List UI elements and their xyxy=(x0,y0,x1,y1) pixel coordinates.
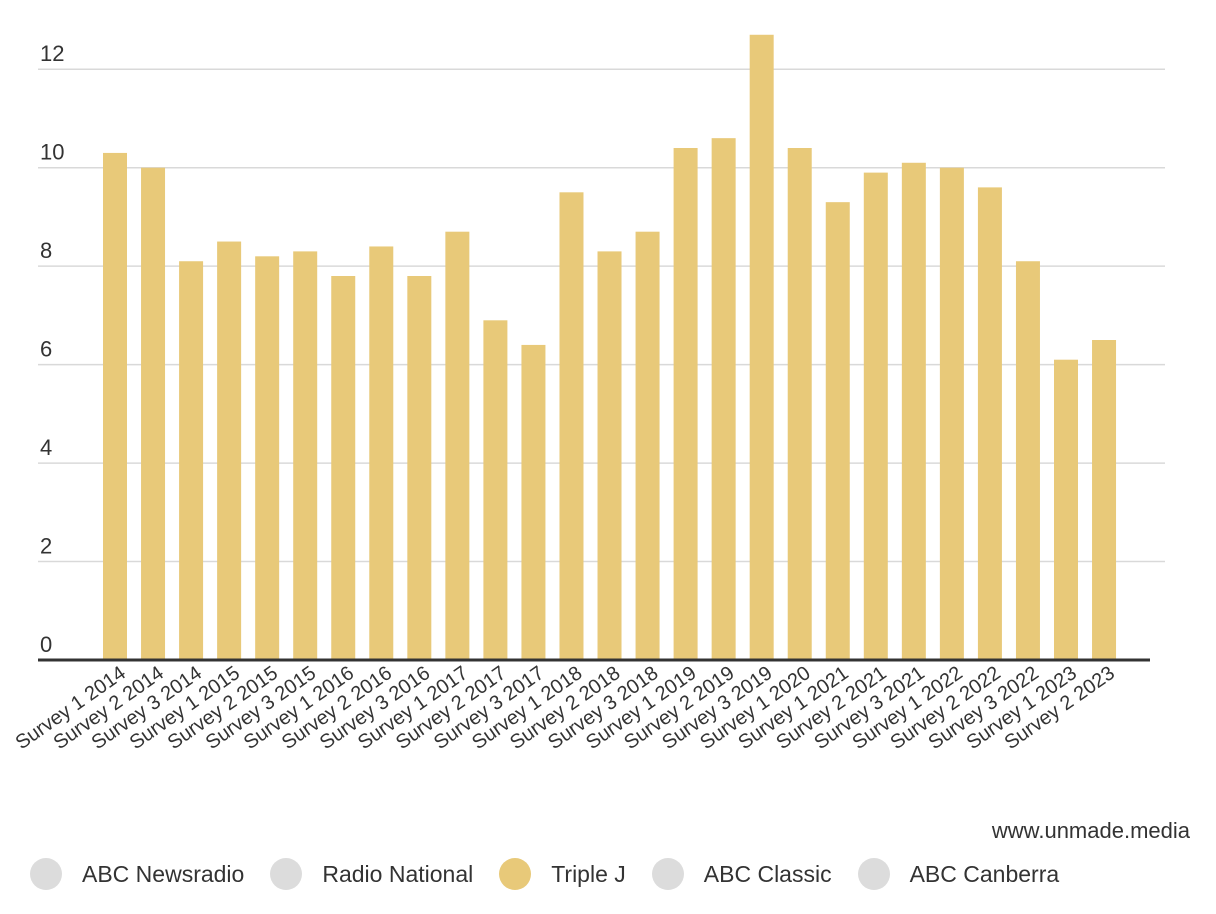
legend-label: ABC Classic xyxy=(703,860,832,887)
bar xyxy=(863,172,888,660)
bars xyxy=(103,34,1117,661)
legend-swatch xyxy=(270,858,303,890)
bar xyxy=(977,187,1002,660)
bar xyxy=(711,138,736,661)
bar xyxy=(939,167,964,660)
bar xyxy=(331,276,356,660)
y-tick-label: 6 xyxy=(40,337,52,362)
bar xyxy=(825,202,850,660)
bar xyxy=(559,192,584,661)
y-tick-label: 2 xyxy=(40,534,52,559)
bar xyxy=(141,167,166,660)
y-tick-label: 4 xyxy=(40,435,52,460)
bar xyxy=(445,231,470,660)
bar xyxy=(635,231,660,660)
y-tick-label: 10 xyxy=(40,140,64,165)
bar xyxy=(901,162,926,660)
legend: ABC Newsradio Radio National Triple J AB… xyxy=(30,858,1085,890)
bar xyxy=(293,251,318,660)
y-tick-label: 8 xyxy=(40,238,52,263)
y-tick-label: 0 xyxy=(40,632,52,657)
legend-swatch xyxy=(30,858,62,890)
legend-item-abc-newsradio[interactable]: ABC Newsradio xyxy=(30,858,244,890)
legend-label: ABC Canberra xyxy=(909,860,1060,887)
bar xyxy=(1092,340,1117,660)
bar xyxy=(483,320,508,660)
bar xyxy=(369,246,394,660)
bar xyxy=(179,261,204,660)
credit-text: www.unmade.media xyxy=(991,818,1190,843)
legend-swatch xyxy=(651,858,684,890)
bar xyxy=(255,256,280,660)
bar xyxy=(1054,359,1078,660)
legend-label: Radio National xyxy=(322,860,474,887)
bar xyxy=(597,251,622,660)
legend-swatch xyxy=(857,858,890,890)
legend-item-triple-j[interactable]: Triple J xyxy=(499,858,626,890)
legend-item-abc-classic[interactable]: ABC Classic xyxy=(651,858,832,890)
y-tick-label: 12 xyxy=(40,41,64,66)
legend-label: Triple J xyxy=(551,860,626,887)
legend-label: ABC Newsradio xyxy=(82,860,245,887)
bar xyxy=(749,34,774,661)
bar xyxy=(521,344,546,660)
bar xyxy=(407,276,432,660)
y-axis-ticks: 0 2 4 6 8 10 12 xyxy=(40,41,64,657)
legend-swatch xyxy=(499,858,532,890)
legend-item-radio-national[interactable]: Radio National xyxy=(270,858,473,890)
bar xyxy=(1015,261,1040,660)
bar xyxy=(673,148,698,660)
bar xyxy=(217,241,242,661)
bar xyxy=(787,148,812,660)
legend-item-abc-canberra[interactable]: ABC Canberra xyxy=(857,858,1060,890)
bar xyxy=(103,152,127,660)
